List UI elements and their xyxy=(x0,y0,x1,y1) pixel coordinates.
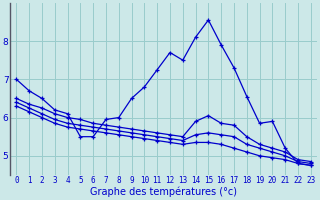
X-axis label: Graphe des températures (°c): Graphe des températures (°c) xyxy=(90,187,237,197)
